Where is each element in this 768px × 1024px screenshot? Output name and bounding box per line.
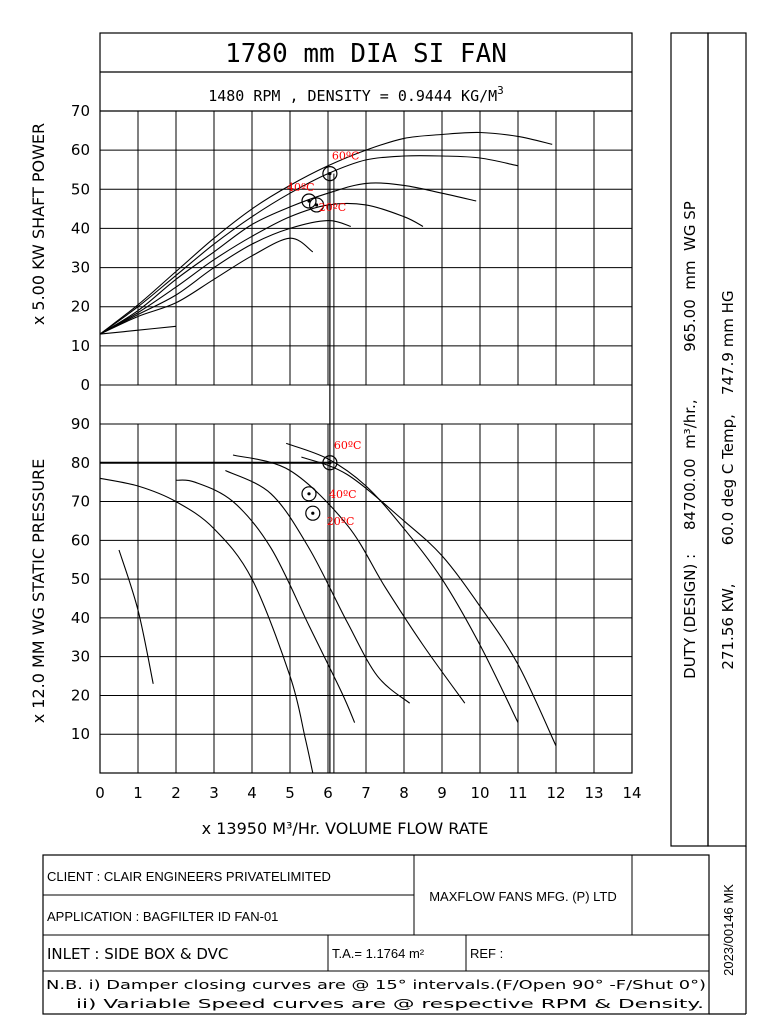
pressure-curve <box>301 456 557 747</box>
flow-x-tick-label: 10 <box>470 784 489 802</box>
pressure-marker-20-dot <box>311 511 315 515</box>
power-marker-20-dot <box>315 203 319 207</box>
pressure-curve <box>175 479 356 723</box>
pressure-y-tick-label: 50 <box>71 570 90 588</box>
pressure-curve <box>225 470 411 704</box>
power-curve <box>99 202 424 335</box>
pressure-marker-20-label: 20ºC <box>327 515 355 528</box>
power-curve <box>99 155 519 335</box>
power-curve <box>99 220 351 335</box>
flow-x-tick-label: 5 <box>285 784 295 802</box>
pressure-curve <box>118 549 154 684</box>
ref-text: REF : <box>470 946 503 961</box>
pressure-y-tick-label: 20 <box>71 686 90 704</box>
client-text: CLIENT : CLAIR ENGINEERS PRIVATELIMITED <box>47 869 331 884</box>
flow-x-tick-label: 4 <box>247 784 257 802</box>
pressure-marker-20-circle <box>305 505 321 521</box>
pressure-y-tick-label: 80 <box>71 454 90 472</box>
pressure-y-tick-label: 70 <box>71 493 90 511</box>
power-y-tick-label: 30 <box>71 259 90 277</box>
power-marker-40-circle <box>301 193 317 209</box>
flow-x-tick-label: 14 <box>622 784 641 802</box>
power-axis-label: x 5.00 KW SHAFT POWER <box>29 123 48 325</box>
pressure-axis-label: x 12.0 MM WG STATIC PRESSURE <box>29 459 48 724</box>
doc-number: 2023/00146 MK <box>721 884 736 976</box>
flow-x-tick-label: 8 <box>399 784 409 802</box>
power-marker-20-label: 20ºC <box>319 201 347 214</box>
flow-x-tick-label: 6 <box>323 784 333 802</box>
application-text: APPLICATION : BAGFILTER ID FAN-01 <box>47 909 278 924</box>
note-damper: N.B. i) Damper closing curves are @ 15° … <box>46 977 706 992</box>
flow-x-tick-label: 11 <box>508 784 527 802</box>
chart-title: 1780 mm DIA SI FAN <box>225 39 507 69</box>
flow-x-tick-label: 3 <box>209 784 219 802</box>
title-block: CLIENT : CLAIR ENGINEERS PRIVATELIMITED … <box>42 845 747 1015</box>
pressure-y-tick-label: 30 <box>71 648 90 666</box>
power-curve <box>99 131 553 335</box>
power-curve <box>99 325 177 335</box>
pressure-marker-60-label: 60ºC <box>334 439 362 452</box>
pressure-marker-60-dot <box>328 461 332 465</box>
power-y-tick-label: 0 <box>80 376 90 394</box>
flow-x-tick-label: 7 <box>361 784 371 802</box>
chart-subtitle: 1480 RPM , DENSITY = 0.9444 KG/M3 <box>208 84 504 105</box>
note-speed: ii) Variable Speed curves are @ respecti… <box>76 996 704 1011</box>
flow-x-tick-label: 13 <box>584 784 603 802</box>
pressure-y-tick-label: 90 <box>71 415 90 433</box>
power-marker-20-circle <box>309 197 325 213</box>
flow-axis-label: x 13950 M³/Hr. VOLUME FLOW RATE <box>202 819 489 838</box>
flow-x-tick-label: 12 <box>546 784 565 802</box>
power-curve <box>99 237 314 335</box>
power-temp-text: 271.56 KW, 60.0 deg C Temp, 747.9 mm HG <box>719 290 737 669</box>
flow-x-tick-label: 2 <box>171 784 181 802</box>
pressure-marker-60-circle <box>322 455 338 471</box>
pressure-y-tick-label: 60 <box>71 531 90 549</box>
power-y-tick-label: 40 <box>71 219 90 237</box>
pressure-marker-40-circle <box>301 486 317 502</box>
power-curves <box>99 131 553 335</box>
power-grid <box>99 110 633 386</box>
pressure-curve <box>286 442 519 723</box>
duty-design-text: DUTY (DESIGN) : 84700.00 m³/hr., 965.00 … <box>681 201 699 679</box>
flow-x-tick-label: 9 <box>437 784 447 802</box>
pressure-grid <box>99 423 633 774</box>
power-y-tick-label: 20 <box>71 298 90 316</box>
power-marker-60-label: 60ºC <box>332 150 360 163</box>
inlet-text: INLET : SIDE BOX & DVC <box>47 945 228 963</box>
power-marker-40-label: 40ºC <box>287 181 315 194</box>
pressure-marker-40-label: 40ºC <box>329 488 357 501</box>
power-y-tick-label: 60 <box>71 141 90 159</box>
flow-x-tick-label: 1 <box>133 784 143 802</box>
flow-x-ticks: 0 1 2 3 4 5 6 7 8 9 10 11 12 13 14 <box>95 784 641 802</box>
power-y-tick-label: 50 <box>71 180 90 198</box>
pressure-y-tick-label: 10 <box>71 725 90 743</box>
pressure-curve <box>99 477 314 774</box>
power-marker-60-circle <box>322 166 338 182</box>
company-name: MAXFLOW FANS MFG. (P) LTD <box>429 889 617 904</box>
pressure-curve <box>232 454 466 704</box>
power-marker-60-dot <box>328 172 332 176</box>
power-y-ticks: 0 10 20 30 40 50 60 70 <box>71 102 90 394</box>
ta-text: T.A.= 1.1764 m² <box>332 946 428 961</box>
power-curve <box>99 182 477 335</box>
power-y-tick-label: 70 <box>71 102 90 120</box>
power-y-tick-label: 10 <box>71 337 90 355</box>
pressure-y-ticks: 10 20 30 40 50 60 70 80 90 <box>71 415 90 743</box>
pressure-marker-40-dot <box>307 492 311 496</box>
pressure-curves <box>99 173 557 774</box>
pressure-y-tick-label: 40 <box>71 609 90 627</box>
duty-markers: 60ºC 40ºC 20ºC 60ºC 40ºC 20ºC <box>287 150 361 529</box>
flow-x-tick-label: 0 <box>95 784 105 802</box>
